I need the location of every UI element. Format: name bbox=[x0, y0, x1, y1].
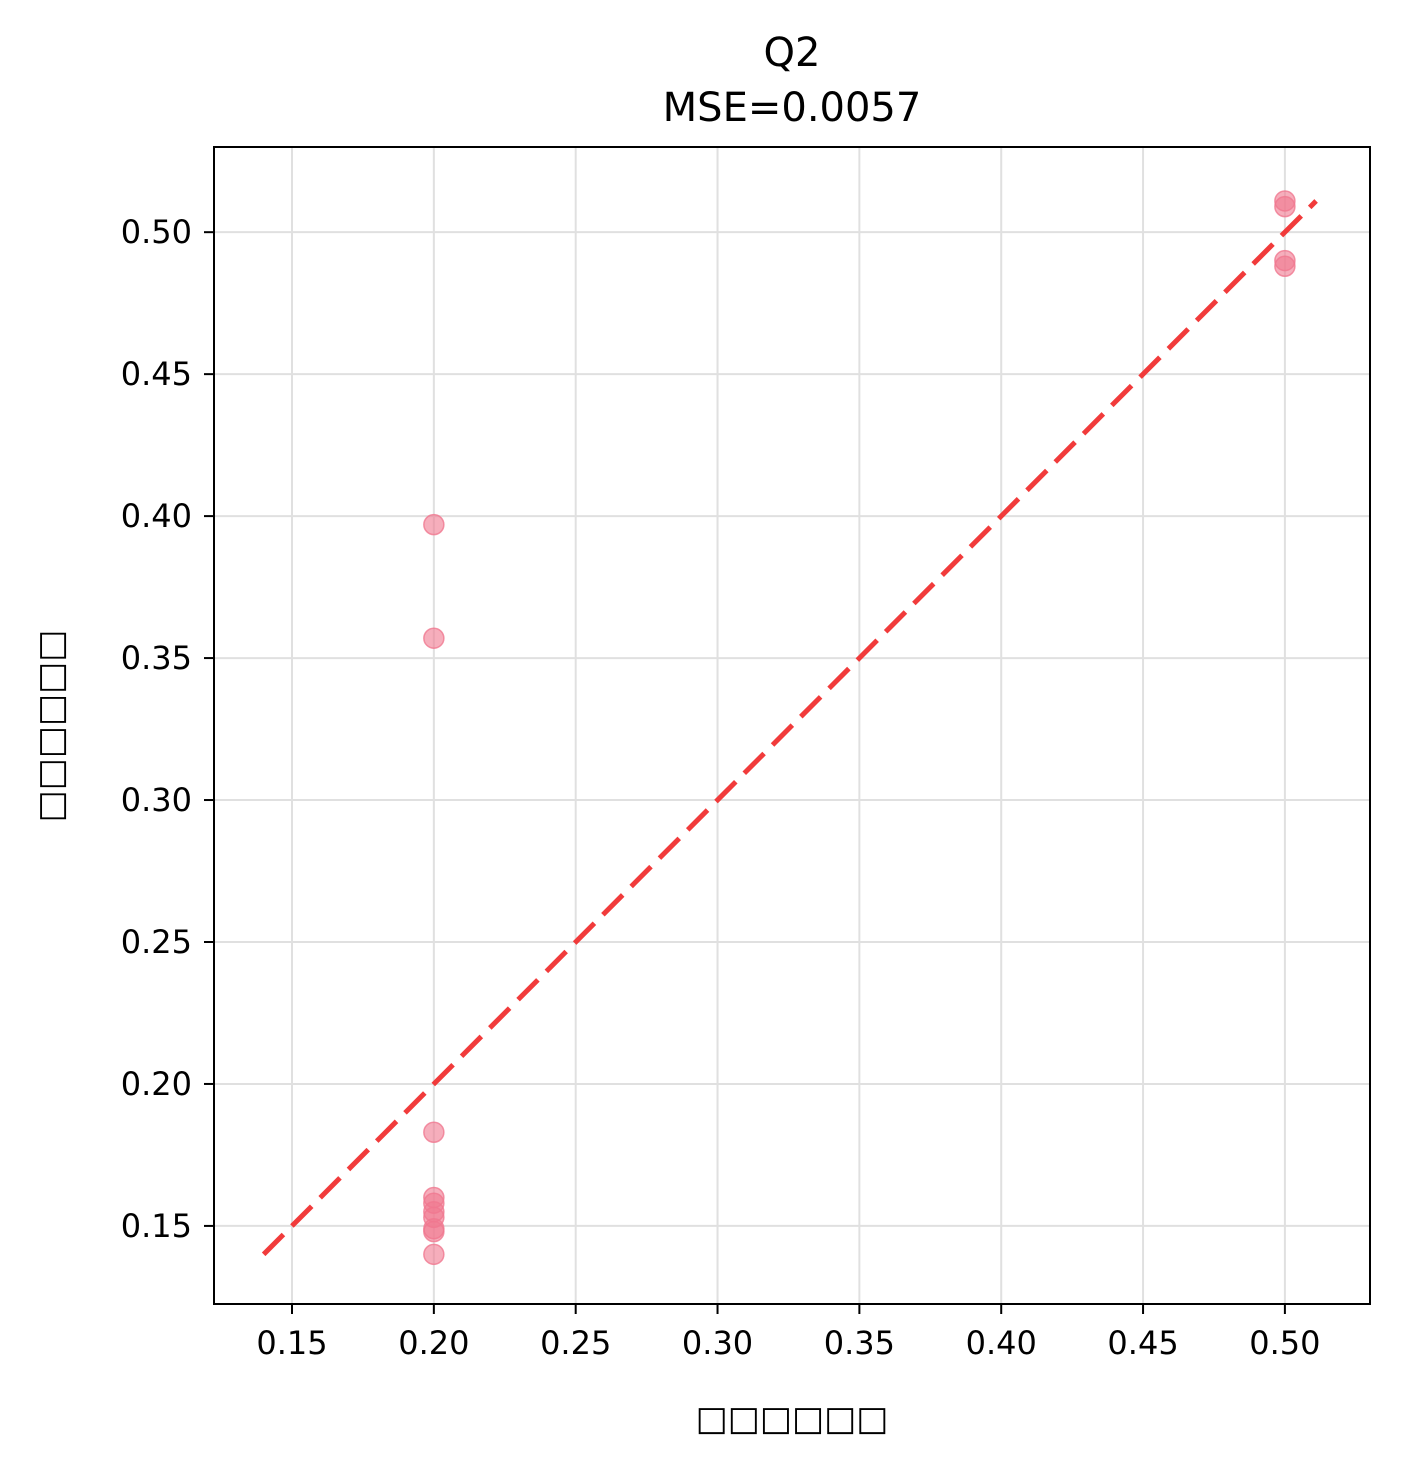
scatter-point bbox=[423, 1243, 445, 1266]
scatter-point bbox=[423, 513, 445, 536]
x-tick-label: 0.15 bbox=[256, 1324, 327, 1362]
y-tick-label: 0.25 bbox=[121, 923, 192, 961]
scatter-point bbox=[423, 1121, 445, 1143]
x-tick-label: 0.30 bbox=[682, 1324, 753, 1362]
y-tick-label: 0.15 bbox=[121, 1207, 192, 1245]
scatter-point bbox=[423, 1220, 445, 1243]
y-tick-label: 0.20 bbox=[121, 1065, 192, 1103]
reference-line bbox=[261, 199, 1318, 1257]
x-tick-label: 0.25 bbox=[540, 1324, 611, 1362]
x-tick-label: 0.35 bbox=[824, 1324, 895, 1362]
y-tick-label: 0.30 bbox=[121, 781, 192, 819]
plot-frame bbox=[213, 146, 1371, 1305]
x-tick-label: 0.50 bbox=[1249, 1324, 1320, 1362]
x-axis-ticks: 0.15 0.20 0.25 0.30 0.35 0.40 0.45 0.50 bbox=[256, 1304, 1321, 1362]
x-axis-label: □□□□□□ bbox=[696, 1399, 889, 1439]
x-tick-label: 0.45 bbox=[1107, 1324, 1178, 1362]
grid-lines bbox=[214, 147, 1370, 1304]
reference-line-group bbox=[261, 199, 1318, 1257]
x-tick-label: 0.20 bbox=[398, 1324, 469, 1362]
chart-title-line-1: Q2 bbox=[764, 30, 821, 76]
y-tick-label: 0.45 bbox=[121, 355, 192, 393]
y-axis-label: □□□□□□ bbox=[31, 630, 71, 823]
chart-title-line-2: MSE=0.0057 bbox=[663, 85, 922, 131]
y-tick-label: 0.50 bbox=[121, 213, 192, 251]
x-tick-label: 0.40 bbox=[966, 1324, 1037, 1362]
scatter-points bbox=[423, 190, 1296, 1266]
scatter-point bbox=[423, 627, 445, 649]
scatter-point bbox=[1274, 255, 1296, 277]
y-tick-label: 0.40 bbox=[121, 497, 192, 535]
y-tick-label: 0.35 bbox=[121, 639, 192, 677]
scatter-point bbox=[1274, 195, 1296, 218]
y-axis-ticks: 0.15 0.20 0.25 0.30 0.35 0.40 0.45 0.50 bbox=[121, 213, 214, 1245]
